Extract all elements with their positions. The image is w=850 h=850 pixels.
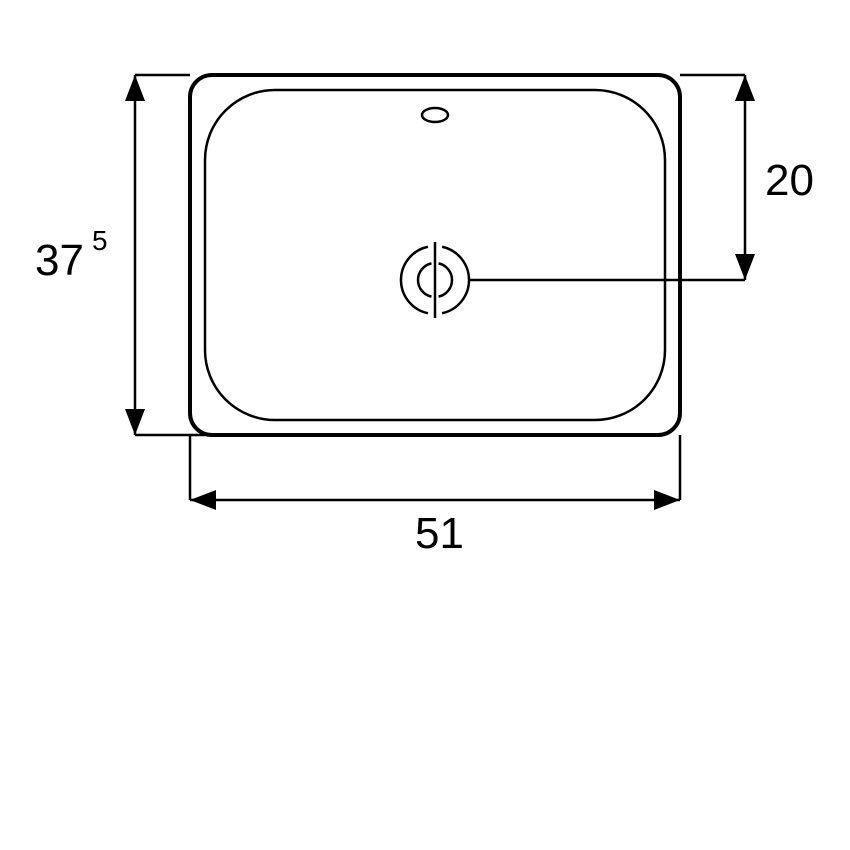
- arrowhead: [190, 490, 216, 510]
- overflow-hole: [422, 108, 448, 122]
- drain-arc: [442, 247, 469, 314]
- dim-label-height: 37: [35, 236, 84, 285]
- drain-arc: [418, 263, 431, 296]
- dim-label-width: 51: [415, 509, 464, 558]
- dim-label-depth: 20: [765, 156, 814, 205]
- arrowhead: [735, 75, 755, 101]
- arrowhead: [654, 490, 680, 510]
- arrowhead: [125, 409, 145, 435]
- arrowhead: [125, 75, 145, 101]
- drain-arc: [439, 263, 452, 296]
- dim-label-height-sup: 5: [92, 225, 108, 256]
- drain-arc: [401, 247, 428, 314]
- technical-drawing: 37 5 20 51: [0, 0, 850, 850]
- arrowhead: [735, 254, 755, 280]
